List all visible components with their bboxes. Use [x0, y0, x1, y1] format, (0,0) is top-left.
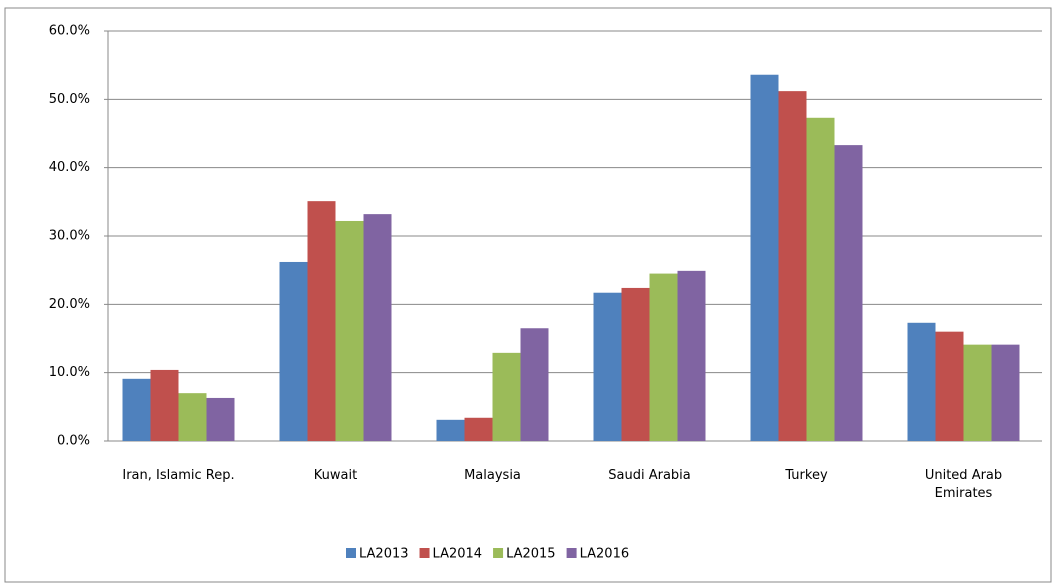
bar — [908, 323, 936, 441]
bar — [465, 418, 493, 441]
bar — [622, 288, 650, 441]
bar — [437, 420, 465, 441]
x-tick-label: Iran, Islamic Rep. — [100, 467, 242, 485]
y-tick-label: 50.0% — [49, 92, 90, 107]
x-tick-label: Kuwait — [257, 467, 399, 485]
bar — [650, 274, 678, 441]
y-tick-label: 0.0% — [57, 434, 90, 449]
bar — [835, 145, 863, 441]
bar — [336, 221, 364, 441]
bar — [936, 332, 964, 441]
bar — [678, 271, 706, 441]
legend-swatch — [420, 548, 430, 558]
y-tick-label: 20.0% — [49, 297, 90, 312]
legend-label: LA2015 — [506, 547, 556, 562]
y-tick-label: 10.0% — [49, 365, 90, 380]
legend-swatch — [567, 548, 577, 558]
bar — [280, 262, 308, 441]
bar — [992, 345, 1020, 441]
y-tick-label: 60.0% — [49, 24, 90, 39]
chart: 0.0% 10.0% 20.0% 30.0% 40.0% 50.0% 60.0% LA2013… — [0, 0, 1053, 583]
bar — [779, 91, 807, 441]
bar — [521, 328, 549, 441]
legend-label: LA2016 — [580, 547, 630, 562]
bar — [364, 214, 392, 441]
legend-label: LA2013 — [359, 547, 409, 562]
bar — [123, 379, 151, 441]
y-tick-label: 30.0% — [49, 229, 90, 244]
bar — [493, 353, 521, 441]
bar — [179, 393, 207, 441]
legend-swatch — [493, 548, 503, 558]
x-tick-label: Malaysia — [414, 467, 556, 485]
x-tick-label: Saudi Arabia — [571, 467, 713, 485]
bar — [807, 118, 835, 441]
bar — [751, 75, 779, 441]
bar — [207, 398, 235, 441]
x-tick-label: Turkey — [728, 467, 870, 485]
bar — [308, 201, 336, 441]
bar — [594, 293, 622, 441]
legend-label: LA2014 — [433, 547, 483, 562]
bar — [151, 370, 179, 441]
x-tick-label: United Arab Emirates — [885, 467, 1027, 503]
bar — [964, 345, 992, 441]
y-tick-label: 40.0% — [49, 160, 90, 175]
legend-swatch — [346, 548, 356, 558]
